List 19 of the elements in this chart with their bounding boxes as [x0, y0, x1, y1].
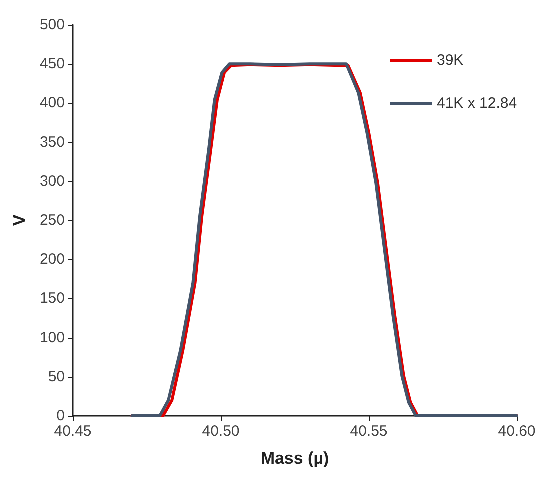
legend-label: 41K x 12.84 — [437, 95, 518, 112]
legend-label: 39K — [437, 52, 464, 69]
y-tick-label: 50 — [48, 368, 65, 386]
x-tick-label: 40.55 — [350, 423, 388, 440]
y-tick-label: 150 — [40, 290, 65, 308]
y-tick-label: 300 — [40, 172, 65, 190]
y-tick-label: 0 — [56, 408, 65, 424]
y-tick-label: 200 — [40, 251, 65, 268]
x-tick-label: 40.45 — [54, 423, 92, 440]
y-tick-label: 250 — [40, 212, 65, 229]
x-tick-label: 40.60 — [498, 423, 536, 440]
x-axis-title: Mass (µ) — [260, 449, 330, 468]
y-tick-label: 450 — [40, 56, 65, 73]
y-axis-title: V — [10, 214, 29, 226]
x-tick-label: 40.50 — [202, 423, 240, 440]
y-tick-label: 350 — [40, 134, 65, 151]
y-tick-label: 400 — [40, 94, 65, 112]
y-tick-label: 100 — [40, 329, 65, 346]
y-tick-label: 500 — [40, 16, 65, 34]
